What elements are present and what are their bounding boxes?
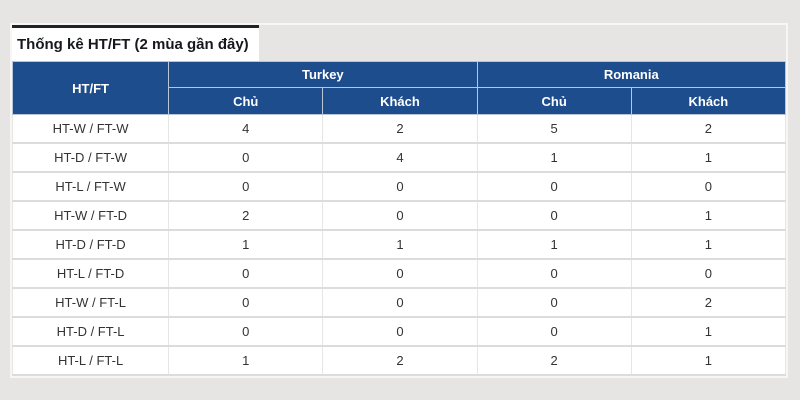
stat-cell: 0 — [630, 259, 787, 289]
row-label: HT-D / FT-D — [11, 230, 170, 260]
row-label: HT-W / FT-D — [11, 201, 170, 231]
row-label: HT-L / FT-D — [11, 259, 170, 289]
stat-cell: 2 — [322, 114, 478, 144]
row-label: HT-W / FT-L — [11, 288, 170, 318]
section-title-tab: Thống kê HT/FT (2 mùa gần đây) — [12, 25, 259, 61]
stat-cell: 0 — [476, 259, 632, 289]
row-label: HT-D / FT-L — [11, 317, 170, 347]
stat-cell: 1 — [630, 317, 787, 347]
stat-cell: 2 — [168, 201, 324, 231]
row-label: HT-D / FT-W — [11, 143, 170, 173]
stat-cell: 0 — [322, 259, 478, 289]
stat-cell: 1 — [168, 230, 324, 260]
stat-cell: 1 — [630, 346, 787, 376]
stat-cell: 1 — [630, 143, 787, 173]
stat-cell: 2 — [476, 346, 632, 376]
corner-header-htft: HT/FT — [11, 61, 170, 115]
stat-cell: 0 — [168, 288, 324, 318]
table-row: HT-L / FT-W 0 0 0 0 — [11, 172, 787, 202]
table-header: HT/FT Turkey Romania Chủ Khách Chủ Khách — [11, 61, 787, 115]
stat-cell: 4 — [168, 114, 324, 144]
table-row: HT-W / FT-L 0 0 0 2 — [11, 288, 787, 318]
stat-cell: 0 — [322, 172, 478, 202]
stat-cell: 1 — [630, 201, 787, 231]
stats-panel: Thống kê HT/FT (2 mùa gần đây) HT/FT Tur… — [10, 23, 788, 378]
sub-header-row: Chủ Khách Chủ Khách — [13, 87, 787, 115]
stat-cell: 2 — [322, 346, 478, 376]
stat-cell: 0 — [476, 288, 632, 318]
stat-cell: 0 — [476, 317, 632, 347]
row-label: HT-L / FT-W — [11, 172, 170, 202]
stat-cell: 0 — [168, 259, 324, 289]
row-label: HT-L / FT-L — [11, 346, 170, 376]
table-row: HT-W / FT-W 4 2 5 2 — [11, 114, 787, 144]
stat-cell: 1 — [168, 346, 324, 376]
stat-cell: 0 — [168, 317, 324, 347]
row-label: HT-W / FT-W — [11, 114, 170, 144]
stat-cell: 1 — [322, 230, 478, 260]
group-header-romania: Romania — [476, 61, 787, 88]
stat-cell: 4 — [322, 143, 478, 173]
stat-cell: 0 — [322, 317, 478, 347]
stat-cell: 0 — [476, 201, 632, 231]
stat-cell: 2 — [630, 288, 787, 318]
group-header-turkey: Turkey — [168, 61, 478, 88]
stat-cell: 5 — [476, 114, 632, 144]
section-title-bar: Thống kê HT/FT (2 mùa gần đây) — [12, 25, 786, 61]
stats-table-body: HT-W / FT-W 4 2 5 2 HT-D / FT-W 0 4 1 1 HT-L / FT-… — [11, 114, 787, 376]
section-title: Thống kê HT/FT (2 mùa gần đây) — [17, 36, 249, 53]
subheader-romania-home: Chủ — [476, 87, 632, 115]
stat-cell: 0 — [322, 201, 478, 231]
table-row: HT-L / FT-D 0 0 0 0 — [11, 259, 787, 289]
stat-cell: 1 — [476, 230, 632, 260]
subheader-romania-away: Khách — [630, 87, 787, 115]
stat-cell: 2 — [630, 114, 787, 144]
stat-cell: 0 — [630, 172, 787, 202]
group-header-row: HT/FT Turkey Romania — [11, 61, 787, 115]
stat-cell: 1 — [630, 230, 787, 260]
stat-cell: 0 — [322, 288, 478, 318]
table-row: HT-D / FT-L 0 0 0 1 — [11, 317, 787, 347]
stat-cell: 0 — [168, 143, 324, 173]
stats-table: HT/FT Turkey Romania Chủ Khách Chủ Khách… — [11, 61, 787, 376]
stat-cell: 0 — [476, 172, 632, 202]
table-row: HT-D / FT-W 0 4 1 1 — [11, 143, 787, 173]
stat-cell: 1 — [476, 143, 632, 173]
subheader-turkey-away: Khách — [322, 87, 478, 115]
subheader-turkey-home: Chủ — [168, 87, 324, 115]
table-row: HT-D / FT-D 1 1 1 1 — [11, 230, 787, 260]
stat-cell: 0 — [168, 172, 324, 202]
table-row: HT-W / FT-D 2 0 0 1 — [11, 201, 787, 231]
table-row: HT-L / FT-L 1 2 2 1 — [11, 346, 787, 376]
